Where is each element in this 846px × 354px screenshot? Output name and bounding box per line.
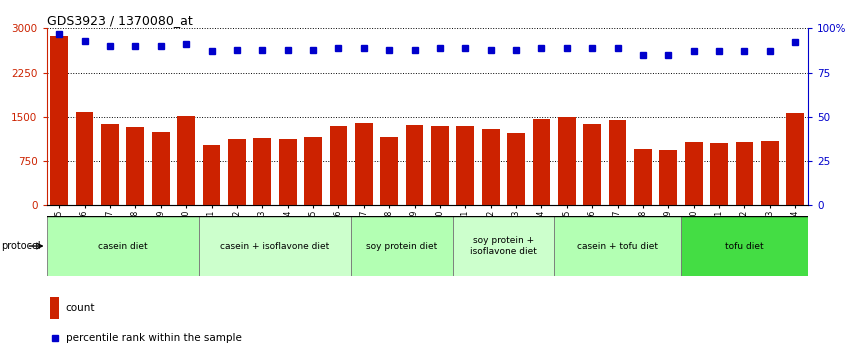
Text: count: count bbox=[66, 303, 95, 313]
Text: percentile rank within the sample: percentile rank within the sample bbox=[66, 333, 241, 343]
Bar bbox=[254, 138, 271, 205]
Bar bbox=[228, 139, 245, 205]
Bar bbox=[51, 297, 59, 319]
Bar bbox=[431, 126, 448, 205]
Bar bbox=[202, 144, 220, 205]
Bar bbox=[178, 116, 195, 205]
Bar bbox=[608, 120, 626, 205]
Text: soy protein +
isoflavone diet: soy protein + isoflavone diet bbox=[470, 236, 537, 256]
Bar bbox=[76, 112, 93, 205]
Bar bbox=[660, 150, 677, 205]
Text: casein + tofu diet: casein + tofu diet bbox=[577, 241, 658, 251]
Bar bbox=[583, 125, 601, 205]
Bar bbox=[786, 113, 804, 205]
Bar bbox=[127, 127, 144, 205]
Bar bbox=[152, 132, 169, 205]
Bar bbox=[554, 216, 681, 276]
Bar bbox=[279, 139, 296, 205]
Bar bbox=[558, 118, 575, 205]
Bar bbox=[380, 137, 398, 205]
Bar bbox=[457, 126, 474, 205]
Text: protocol: protocol bbox=[1, 241, 41, 251]
Text: casein diet: casein diet bbox=[98, 241, 147, 251]
Text: GDS3923 / 1370080_at: GDS3923 / 1370080_at bbox=[47, 14, 192, 27]
Bar bbox=[199, 216, 351, 276]
Bar bbox=[735, 142, 753, 205]
Bar bbox=[355, 123, 372, 205]
Bar bbox=[761, 141, 778, 205]
Bar bbox=[507, 133, 525, 205]
Bar bbox=[685, 142, 702, 205]
Bar bbox=[481, 129, 499, 205]
Bar bbox=[634, 149, 651, 205]
Bar bbox=[351, 216, 453, 276]
Text: tofu diet: tofu diet bbox=[725, 241, 764, 251]
Text: soy protein diet: soy protein diet bbox=[366, 241, 437, 251]
Bar bbox=[47, 216, 199, 276]
Bar bbox=[101, 124, 118, 205]
Text: casein + isoflavone diet: casein + isoflavone diet bbox=[220, 241, 330, 251]
Bar bbox=[532, 119, 550, 205]
Bar bbox=[51, 36, 68, 205]
Bar bbox=[329, 126, 347, 205]
Bar bbox=[681, 216, 808, 276]
Bar bbox=[305, 137, 321, 205]
Bar bbox=[453, 216, 554, 276]
Bar bbox=[406, 125, 423, 205]
Bar bbox=[710, 143, 728, 205]
